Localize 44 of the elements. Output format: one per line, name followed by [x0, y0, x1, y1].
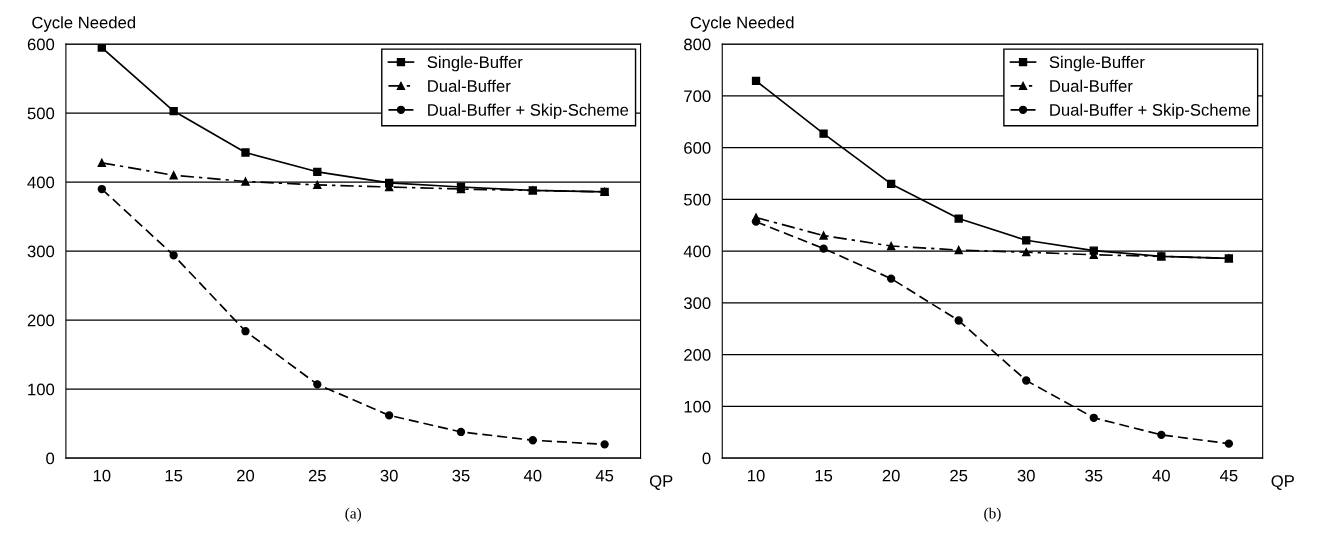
x-axis-title: QP	[1271, 475, 1294, 490]
x-tick-label: 45	[595, 469, 614, 482]
x-tick-label: 20	[882, 469, 900, 482]
x-tick-label: 10	[748, 469, 765, 482]
legend-label: Single-Buffer	[427, 55, 523, 72]
y-tick-label: 100	[684, 400, 711, 413]
x-tick-label: 25	[308, 469, 326, 482]
y-tick-label: 200	[27, 314, 55, 327]
text: (a)	[345, 507, 362, 522]
x-tick-label: 15	[165, 469, 183, 482]
legend-label: Single-Buffer	[1049, 55, 1145, 72]
x-tick-label: 40	[1152, 469, 1170, 482]
legend-label: Dual-Buffer	[1050, 79, 1133, 92]
y-tick-label: 700	[684, 90, 711, 103]
y-tick-label: 200	[684, 349, 711, 361]
x-tick-label: 30	[1017, 469, 1035, 482]
y-tick-label: 600	[27, 38, 55, 51]
y-tick-label: 600	[684, 142, 711, 154]
x-axis-title: QP	[649, 475, 673, 490]
y-tick-label: 0	[702, 452, 711, 465]
x-tick-label: 40	[523, 469, 542, 482]
x-tick-label: 45	[1219, 469, 1238, 482]
x-tick-label: 30	[380, 469, 398, 482]
y-tick-label: 800	[684, 38, 711, 51]
y-tick-label: 400	[683, 245, 711, 258]
x-tick-label: 35	[1085, 469, 1103, 482]
y-tick-label: 500	[27, 107, 55, 120]
x-tick-label: 20	[237, 469, 255, 482]
y-tick-label: 300	[27, 245, 55, 258]
x-tick-label: 10	[93, 469, 111, 482]
text: (b)	[984, 507, 1001, 522]
y-tick-label: 0	[46, 452, 55, 465]
y-axis-title: Cycle Needed	[32, 16, 136, 32]
y-axis-title: Cycle Needed	[690, 16, 794, 32]
y-tick-label: 300	[683, 297, 711, 310]
legend-label: Dual-Buffer + Skip-Scheme	[428, 103, 629, 120]
legend-label: Dual-Buffer	[428, 79, 511, 92]
y-tick-label: 500	[684, 193, 711, 206]
legend-label: Dual-Buffer + Skip-Scheme	[1050, 103, 1251, 120]
x-tick-label: 35	[452, 469, 470, 482]
x-tick-label: 25	[950, 469, 968, 482]
x-tick-label: 15	[815, 469, 833, 482]
y-tick-label: 100	[28, 383, 55, 396]
y-tick-label: 400	[27, 176, 55, 189]
